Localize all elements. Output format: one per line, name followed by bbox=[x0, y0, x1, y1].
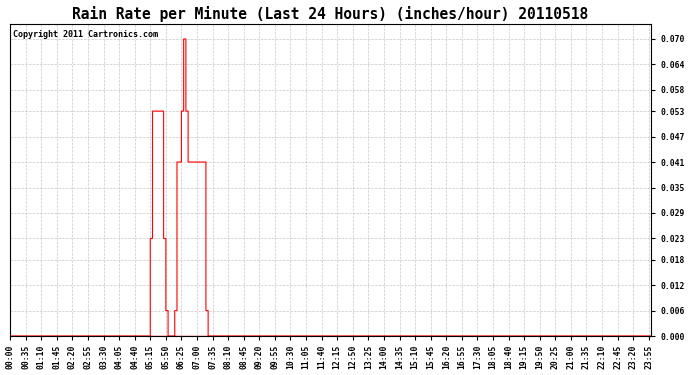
Text: Copyright 2011 Cartronics.com: Copyright 2011 Cartronics.com bbox=[13, 30, 158, 39]
Title: Rain Rate per Minute (Last 24 Hours) (inches/hour) 20110518: Rain Rate per Minute (Last 24 Hours) (in… bbox=[72, 6, 589, 21]
